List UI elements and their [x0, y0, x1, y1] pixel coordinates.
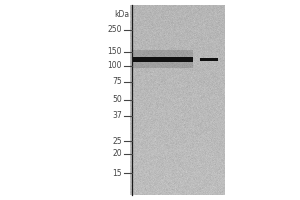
Bar — [133, 56, 193, 62]
Bar — [133, 50, 193, 68]
Text: 15: 15 — [112, 168, 122, 178]
Text: 20: 20 — [112, 150, 122, 158]
Text: 250: 250 — [107, 25, 122, 34]
Text: 25: 25 — [112, 136, 122, 146]
Text: 150: 150 — [107, 47, 122, 56]
Text: 37: 37 — [112, 112, 122, 120]
Text: 100: 100 — [107, 62, 122, 71]
Text: 75: 75 — [112, 77, 122, 86]
Bar — [200, 58, 218, 60]
Text: 50: 50 — [112, 96, 122, 104]
Text: kDa: kDa — [114, 10, 129, 19]
